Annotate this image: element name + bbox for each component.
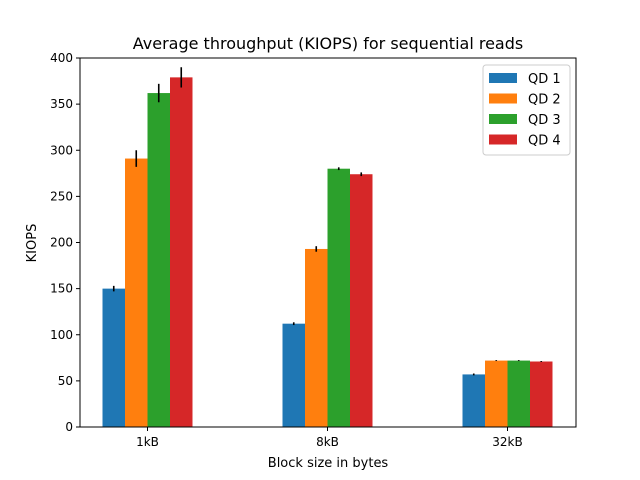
bar (507, 360, 530, 427)
x-axis-label: Block size in bytes (268, 456, 389, 471)
bar (485, 360, 508, 427)
y-tick-label: 0 (65, 420, 73, 434)
y-tick-label: 350 (50, 97, 73, 111)
y-tick-label: 100 (50, 328, 73, 342)
y-axis-label: KIOPS (25, 224, 40, 263)
bar (282, 323, 305, 427)
y-tick-label: 300 (50, 143, 73, 157)
bar (170, 77, 193, 428)
x-tick-label: 8kB (316, 435, 339, 449)
x-tick-label: 32kB (492, 435, 522, 449)
y-tick-label: 400 (50, 51, 73, 65)
bar (102, 288, 125, 428)
bar (327, 168, 350, 427)
bar (530, 361, 553, 427)
legend-label: QD 4 (528, 134, 561, 149)
legend-swatch (489, 114, 517, 124)
legend-box (482, 64, 571, 156)
y-tick-label: 150 (50, 282, 73, 296)
y-tick-label: 200 (50, 236, 73, 250)
y-tick-label: 250 (50, 189, 73, 203)
bar (350, 174, 373, 427)
legend-swatch (489, 73, 517, 83)
legend-label: QD 3 (528, 113, 561, 128)
y-tick-label: 50 (58, 374, 73, 388)
bar (462, 374, 485, 427)
bar (147, 93, 170, 427)
plot-area: 0 50 100 150 200 250 300 350 400 1kB 8kB 32kB (50, 51, 577, 449)
legend-swatch (489, 134, 517, 145)
legend-swatch (489, 93, 517, 104)
legend-label: QD 1 (528, 72, 561, 87)
bar (125, 158, 148, 428)
chart-title: Average throughput (KIOPS) for sequentia… (133, 34, 523, 53)
x-tick-label: 1kB (136, 435, 159, 449)
legend: QD 1 QD 2 QD 3 QD 4 (482, 64, 571, 156)
bar (305, 248, 328, 427)
legend-label: QD 2 (528, 93, 561, 108)
